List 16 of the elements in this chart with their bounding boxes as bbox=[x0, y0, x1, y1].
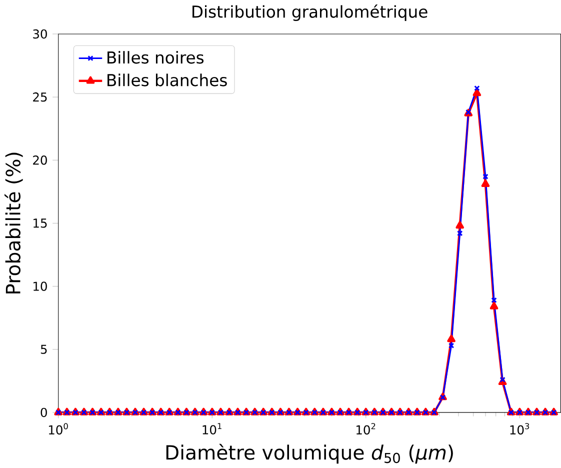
y-tick-label: 0 bbox=[40, 408, 47, 418]
y-tick-label: 30 bbox=[33, 29, 47, 39]
legend-label: Billes noires bbox=[108, 50, 204, 64]
x-tick-label: 10$^{2}$ bbox=[356, 422, 376, 434]
y-axis-title: Probabilité (%) bbox=[4, 152, 23, 294]
x-tick-label: 10$^{3}$ bbox=[510, 422, 530, 434]
x-tick-label: 10$^{1}$ bbox=[202, 422, 222, 434]
x-axis-title: Diamètre volumique d$_{50}$ (μm) bbox=[166, 444, 453, 464]
y-tick-label: 20 bbox=[33, 155, 47, 165]
x-tick-label: 10$^{0}$ bbox=[48, 422, 68, 434]
y-tick-label: 10 bbox=[34, 282, 47, 291]
legend-label: Billes blanches bbox=[108, 74, 227, 86]
y-tick-label: 25 bbox=[33, 92, 47, 102]
y-tick-label: 15 bbox=[34, 218, 47, 228]
y-tick-label: 5 bbox=[40, 344, 47, 354]
chart-title: Distribution granulométrique bbox=[192, 4, 428, 21]
